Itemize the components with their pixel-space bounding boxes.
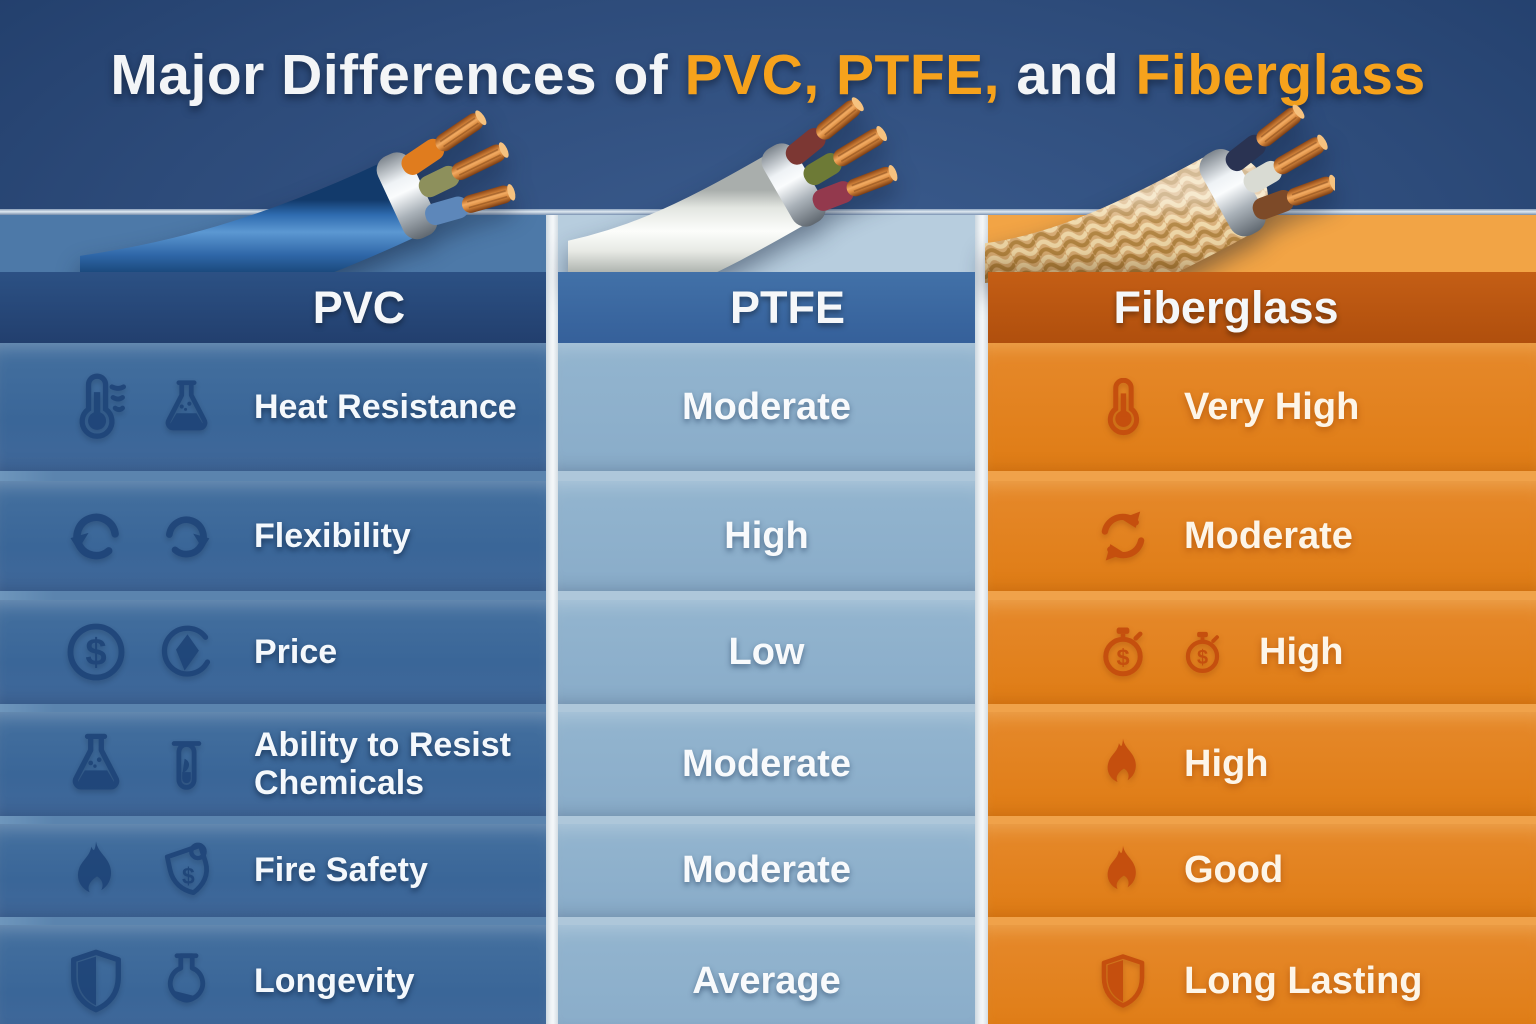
fiberglass-row-ability-to-resist-chemicals: High xyxy=(988,712,1536,816)
shield-dollar-icon xyxy=(156,840,217,901)
flask-icon xyxy=(156,377,217,438)
attribute-label: Price xyxy=(254,632,338,671)
row-icons xyxy=(62,373,240,441)
row-icons xyxy=(62,618,240,686)
attribute-label: Heat Resistance xyxy=(254,387,517,426)
fiberglass-value: Very High xyxy=(1184,385,1360,428)
fiberglass-value: Good xyxy=(1184,849,1284,891)
fiberglass-row-longevity: Long Lasting xyxy=(988,925,1536,1024)
ptfe-column-header: PTFE xyxy=(558,272,975,343)
rotate-cw-icon xyxy=(156,506,217,567)
ptfe-row-flexibility: High xyxy=(558,481,975,591)
fiberglass-column-header: Fiberglass xyxy=(988,272,1536,343)
attribute-row-flexibility: Flexibility xyxy=(0,481,546,591)
pvc-cable-image xyxy=(80,110,516,295)
fiberglass-rows: Very High Moderate High High Good Long Lastin… xyxy=(988,343,1536,1024)
stopwatch-dollar-icon xyxy=(1094,623,1152,681)
pvc-column-header: PVC xyxy=(0,272,546,343)
row-icons xyxy=(62,947,240,1015)
sync-arrows-icon xyxy=(1094,507,1152,565)
column-fiberglass: Fiberglass Very High Moderate High High Good… xyxy=(988,215,1536,1024)
fiberglass-row-fire-safety: Good xyxy=(988,824,1536,917)
fiberglass-row-flexibility: Moderate xyxy=(988,481,1536,591)
ptfe-value: High xyxy=(724,514,809,557)
row-icons xyxy=(1094,735,1152,793)
ptfe-row-price: Low xyxy=(558,600,975,704)
column-gutter xyxy=(975,215,988,1024)
attribute-row-heat-resistance: Heat Resistance xyxy=(0,343,546,471)
title-part-4: Fiberglass xyxy=(1135,43,1426,107)
row-icons xyxy=(1094,842,1152,900)
ptfe-row-fire-safety: Moderate xyxy=(558,824,975,917)
fiberglass-row-price: High xyxy=(988,600,1536,704)
shield-icon xyxy=(1094,952,1152,1010)
ptfe-cable-image xyxy=(568,97,898,283)
column-ptfe: PTFE Moderate High Low Moderate Moderate Aver… xyxy=(558,215,975,1024)
fiberglass-row-heat-resistance: Very High xyxy=(988,343,1536,471)
thermometer-heat-icon xyxy=(62,373,130,441)
ptfe-value: Moderate xyxy=(682,849,851,891)
ptfe-value: Low xyxy=(728,630,805,673)
fiberglass-value: Long Lasting xyxy=(1184,959,1423,1002)
attribute-label: Fire Safety xyxy=(254,851,428,890)
row-icons xyxy=(1094,507,1152,565)
diamond-circle-icon xyxy=(156,622,217,683)
attribute-label: Longevity xyxy=(254,961,415,1000)
flask-icon xyxy=(62,730,130,798)
attribute-row-ability-to-resist-chemicals: Ability to Resist Chemicals xyxy=(0,712,546,816)
title-part-2: PVC, PTFE, xyxy=(684,43,1001,107)
ptfe-row-longevity: Average xyxy=(558,925,975,1024)
row-icons xyxy=(1094,623,1227,681)
row-icons xyxy=(62,730,240,798)
row-icons xyxy=(1094,952,1152,1010)
dollar-coin-icon xyxy=(62,618,130,686)
fiberglass-value: High xyxy=(1259,630,1344,673)
comparison-table: PVC Heat Resistance Flexibility Price Abili… xyxy=(0,215,1536,1024)
top-banner: Major Differences of PVC, PTFE, and Fibe… xyxy=(0,0,1536,216)
rotate-ccw-icon xyxy=(62,502,130,570)
title-part-1: Major Differences of xyxy=(110,43,669,107)
column-pvc: PVC Heat Resistance Flexibility Price Abili… xyxy=(0,215,546,1024)
stopwatch-dollar-icon xyxy=(1178,628,1227,677)
row-icons xyxy=(62,502,240,570)
ptfe-row-ability-to-resist-chemicals: Moderate xyxy=(558,712,975,816)
attribute-label: Flexibility xyxy=(254,516,411,555)
row-icons xyxy=(62,837,240,905)
round-flask-icon xyxy=(156,951,217,1012)
ptfe-row-heat-resistance: Moderate xyxy=(558,343,975,471)
ptfe-value: Moderate xyxy=(682,385,851,428)
column-gutter xyxy=(546,215,558,1024)
title-part-3: and xyxy=(1016,43,1120,107)
flame-icon xyxy=(62,837,130,905)
fiberglass-cable-image xyxy=(985,104,1335,283)
row-icons xyxy=(1094,378,1152,436)
page-title: Major Differences of PVC, PTFE, and Fibe… xyxy=(0,0,1536,108)
fiberglass-value: Moderate xyxy=(1184,514,1353,557)
attribute-row-price: Price xyxy=(0,600,546,704)
attribute-row-fire-safety: Fire Safety xyxy=(0,824,546,917)
flame-icon xyxy=(1094,735,1152,793)
test-tube-icon xyxy=(156,734,217,795)
thermometer-icon xyxy=(1094,378,1152,436)
shield-icon xyxy=(62,947,130,1015)
attribute-label: Ability to Resist Chemicals xyxy=(254,725,511,802)
pvc-rows: Heat Resistance Flexibility Price Ability t… xyxy=(0,343,546,1024)
fiberglass-value: High xyxy=(1184,742,1269,785)
flame-icon xyxy=(1094,842,1152,900)
ptfe-rows: Moderate High Low Moderate Moderate Average xyxy=(558,343,975,1024)
attribute-row-longevity: Longevity xyxy=(0,925,546,1024)
ptfe-value: Moderate xyxy=(682,742,851,785)
ptfe-value: Average xyxy=(692,959,841,1002)
